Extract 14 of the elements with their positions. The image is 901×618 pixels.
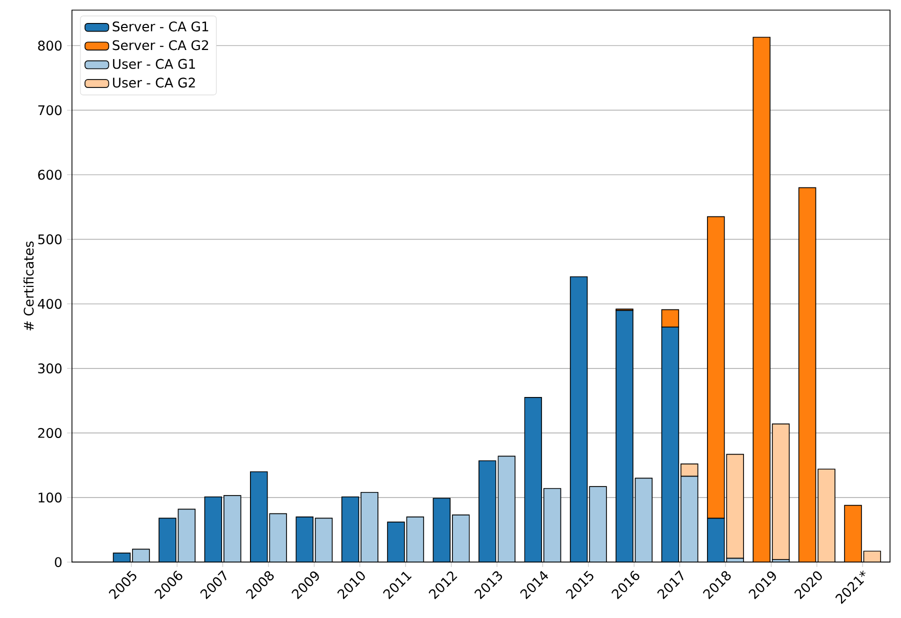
y-tick-label: 300 <box>38 363 62 374</box>
legend-label: User - CA G2 <box>113 78 195 88</box>
y-tick-label: 100 <box>38 492 62 503</box>
y-tick-label: 800 <box>38 40 62 51</box>
y-tick-label: 600 <box>38 170 62 180</box>
y-axis-title: # Certificates <box>24 241 34 330</box>
legend-label: User - CA G1 <box>113 58 195 69</box>
legend-label: Server - CA G2 <box>112 40 208 50</box>
y-tick-label: 200 <box>38 428 62 438</box>
y-tick-label: 0 <box>54 557 62 568</box>
y-tick-label: 500 <box>38 234 62 244</box>
y-tick-label: 700 <box>38 105 62 116</box>
y-tick-label: 400 <box>38 298 62 309</box>
legend-label: Server - CA G1 <box>112 21 208 32</box>
